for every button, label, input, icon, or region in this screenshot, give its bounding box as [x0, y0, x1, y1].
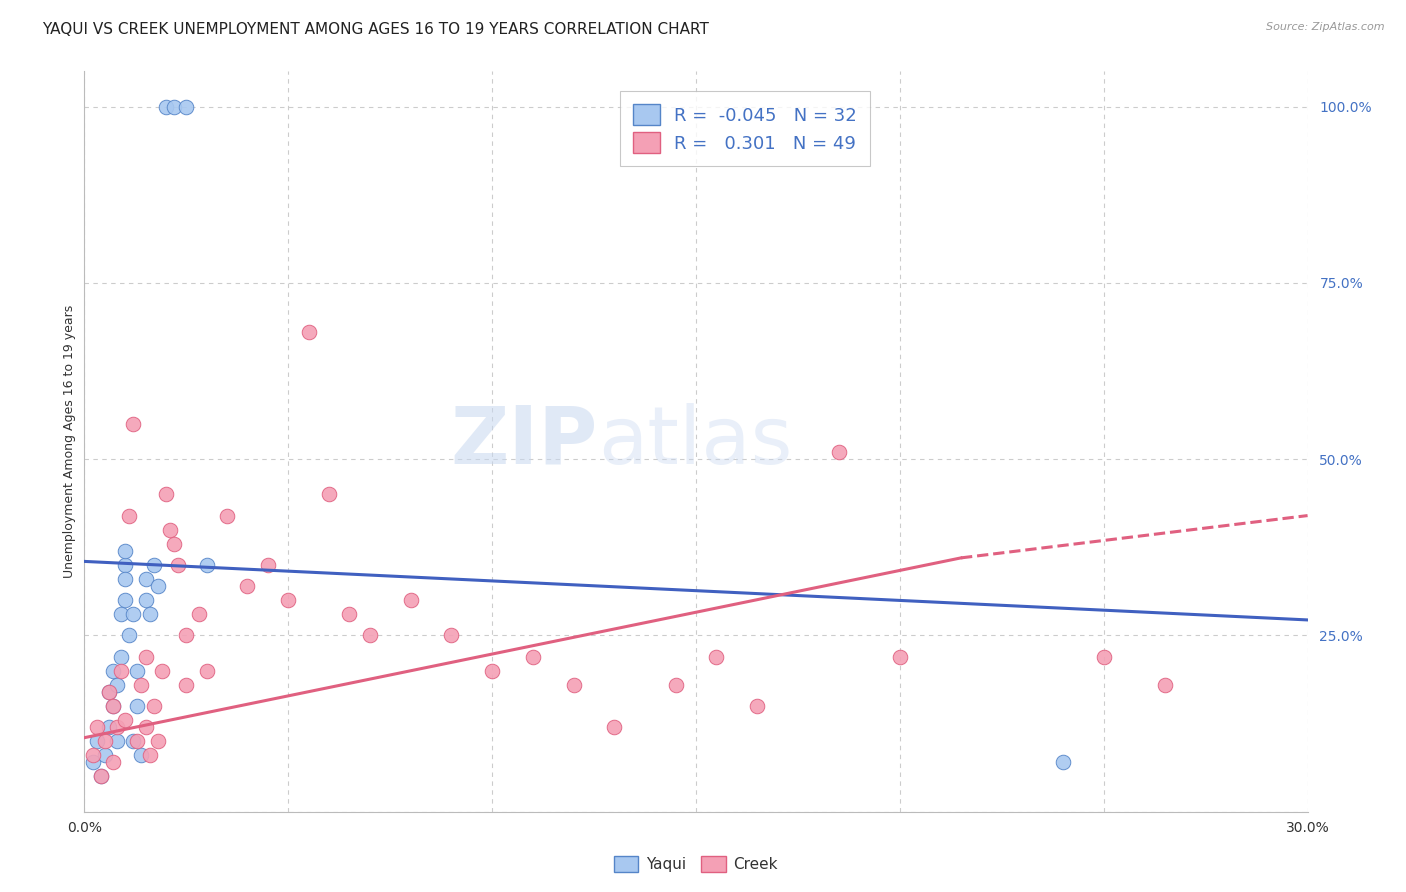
Point: [150, 664, 173, 678]
Point: [359, 628, 381, 642]
Point: [706, 649, 728, 664]
Point: [97, 685, 120, 699]
Point: [122, 734, 145, 748]
Point: [298, 325, 321, 339]
Point: [399, 593, 422, 607]
Point: [155, 487, 177, 501]
Text: atlas: atlas: [598, 402, 793, 481]
Point: [82, 748, 104, 763]
Point: [93, 734, 117, 748]
Point: [142, 558, 165, 572]
Point: [101, 756, 124, 770]
Point: [101, 698, 124, 713]
Point: [131, 678, 153, 692]
Point: [90, 769, 112, 783]
Point: [146, 579, 169, 593]
Point: [167, 558, 190, 572]
Text: ZIP: ZIP: [451, 402, 598, 481]
Point: [86, 734, 108, 748]
Point: [127, 698, 149, 713]
Point: [562, 678, 585, 692]
Point: [118, 628, 141, 642]
Point: [176, 100, 198, 114]
Point: [114, 713, 136, 727]
Point: [105, 720, 128, 734]
Point: [122, 607, 145, 622]
Point: [86, 720, 108, 734]
Point: [1092, 649, 1115, 664]
Point: [101, 698, 124, 713]
Point: [114, 544, 136, 558]
Point: [163, 100, 186, 114]
Point: [522, 649, 544, 664]
Point: [159, 523, 181, 537]
Point: [339, 607, 361, 622]
Point: [135, 649, 157, 664]
Text: YAQUI VS CREEK UNEMPLOYMENT AMONG AGES 16 TO 19 YEARS CORRELATION CHART: YAQUI VS CREEK UNEMPLOYMENT AMONG AGES 1…: [42, 22, 709, 37]
Point: [105, 678, 128, 692]
Point: [97, 685, 120, 699]
Point: [195, 558, 218, 572]
Y-axis label: Unemployment Among Ages 16 to 19 years: Unemployment Among Ages 16 to 19 years: [63, 305, 76, 578]
Point: [217, 508, 239, 523]
Point: [135, 720, 157, 734]
Point: [90, 769, 112, 783]
Point: [236, 579, 259, 593]
Point: [110, 664, 132, 678]
Point: [142, 698, 165, 713]
Point: [440, 628, 463, 642]
Point: [603, 720, 626, 734]
Point: [176, 678, 198, 692]
Point: [176, 628, 198, 642]
Point: [105, 734, 128, 748]
Point: [138, 607, 160, 622]
Point: [114, 572, 136, 586]
Point: [135, 593, 157, 607]
Point: [93, 748, 117, 763]
Point: [101, 664, 124, 678]
Point: [122, 417, 145, 431]
Point: [747, 698, 769, 713]
Point: [1052, 756, 1074, 770]
Legend: Yaqui, Creek: Yaqui, Creek: [607, 850, 785, 878]
Point: [1154, 678, 1177, 692]
Point: [481, 664, 503, 678]
Point: [187, 607, 209, 622]
Point: [195, 664, 218, 678]
Point: [110, 607, 132, 622]
Point: [114, 593, 136, 607]
Point: [318, 487, 340, 501]
Point: [163, 537, 186, 551]
Point: [257, 558, 280, 572]
Point: [127, 734, 149, 748]
Point: [110, 649, 132, 664]
Point: [277, 593, 299, 607]
Point: [114, 558, 136, 572]
Point: [135, 572, 157, 586]
Point: [131, 748, 153, 763]
Point: [889, 649, 911, 664]
Point: [155, 100, 177, 114]
Point: [138, 748, 160, 763]
Point: [118, 508, 141, 523]
Point: [82, 756, 104, 770]
Point: [665, 678, 688, 692]
Point: [97, 720, 120, 734]
Point: [146, 734, 169, 748]
Point: [127, 664, 149, 678]
Point: [828, 445, 851, 459]
Text: Source: ZipAtlas.com: Source: ZipAtlas.com: [1267, 22, 1385, 32]
